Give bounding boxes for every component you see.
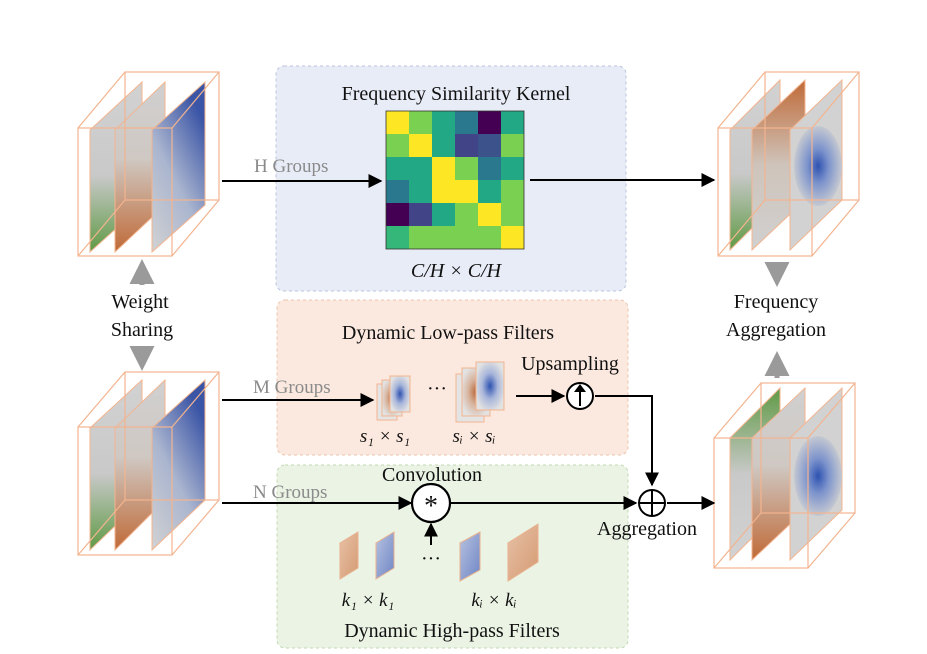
- kernel-cell: [409, 134, 432, 157]
- kernel-cell: [432, 157, 455, 180]
- kernel-cell: [386, 203, 409, 226]
- highpass-size-i: kᵢ × kᵢ: [471, 590, 516, 611]
- weight-sharing-label-line1: Weight: [111, 291, 169, 313]
- upsample-to-aggregation-line: [595, 395, 659, 487]
- kernel-cell: [478, 180, 501, 203]
- kernel-cell: [455, 134, 478, 157]
- highpass-filter-1: [339, 531, 359, 580]
- kernel-cell: [386, 157, 409, 180]
- convolution-operator: [410, 482, 452, 524]
- kernel-cell: [409, 180, 432, 203]
- kernel-cell: [501, 157, 524, 180]
- lowpass-panel: [276, 299, 629, 456]
- highpass-ellipsis: ···: [421, 548, 441, 570]
- kernel-border: [385, 110, 525, 250]
- highpass-panel: [276, 464, 629, 649]
- kernel-cell: [432, 111, 455, 134]
- upsampling-label: Upsampling: [521, 353, 619, 375]
- kernel-cell: [455, 226, 478, 249]
- frequency-aggregation-label-line1: Frequency: [734, 291, 818, 313]
- kernel-cell: [409, 111, 432, 134]
- kernel-cell: [501, 226, 524, 249]
- kernel-cell: [386, 111, 409, 134]
- highpass-size-1: k₁ × k₁: [342, 590, 394, 611]
- lowpass-title: Dynamic Low-pass Filters: [342, 322, 554, 344]
- kernel-cell: [409, 157, 432, 180]
- input-feature-top: [77, 71, 220, 257]
- kernel-cell: [478, 203, 501, 226]
- input-feature-bottom: [77, 371, 220, 556]
- kernel-cell: [386, 134, 409, 157]
- kernel-cell: [478, 157, 501, 180]
- kernel-cell: [455, 111, 478, 134]
- lowpass-ellipsis: ···: [427, 378, 447, 400]
- kernel-cell: [455, 180, 478, 203]
- output-feature-bottom: [713, 382, 856, 569]
- upsampling-operator: [566, 382, 594, 410]
- lowpass-filter-small: [376, 375, 411, 421]
- aggregation-label: Aggregation: [597, 518, 697, 540]
- kernel-cell: [409, 226, 432, 249]
- kernel-cell: [478, 134, 501, 157]
- kernel-cell: [478, 111, 501, 134]
- kernel-cell: [386, 226, 409, 249]
- lowpass-filter-large: [455, 361, 505, 423]
- aggregation-operator: [638, 489, 666, 517]
- highpass-filter-2: [375, 531, 395, 580]
- m-groups-label: M Groups: [253, 377, 331, 398]
- output-feature-top: [717, 71, 860, 257]
- convolution-symbol: *: [424, 491, 438, 522]
- highpass-filter-4: [507, 523, 539, 582]
- kernel-cell: [432, 134, 455, 157]
- weight-sharing-label-line2: Sharing: [111, 319, 173, 341]
- kernel-cell: [409, 203, 432, 226]
- n-groups-label: N Groups: [253, 482, 327, 503]
- kernel-cell: [455, 157, 478, 180]
- kernel-title: Frequency Similarity Kernel: [342, 83, 571, 105]
- h-groups-label: H Groups: [254, 156, 328, 177]
- kernel-cell: [432, 180, 455, 203]
- kernel-cell: [501, 203, 524, 226]
- frequency-aggregation-label-line2: Aggregation: [726, 319, 826, 341]
- kernel-size-label: C/H × C/H: [411, 260, 503, 282]
- kernel-cell: [501, 134, 524, 157]
- kernel-cell: [501, 180, 524, 203]
- lowpass-size-1: s₁ × s₁: [360, 426, 410, 447]
- kernel-cell: [455, 203, 478, 226]
- kernel-cell: [386, 180, 409, 203]
- similarity-kernel-heatmap: [385, 110, 525, 250]
- lowpass-size-i: sᵢ × sᵢ: [452, 426, 495, 447]
- kernel-cell: [478, 226, 501, 249]
- kernel-cell: [501, 111, 524, 134]
- kernel-cell: [432, 203, 455, 226]
- highpass-filter-3: [459, 531, 481, 582]
- highpass-title: Dynamic High-pass Filters: [344, 620, 560, 642]
- convolution-label: Convolution: [382, 464, 482, 486]
- kernel-cell: [432, 226, 455, 249]
